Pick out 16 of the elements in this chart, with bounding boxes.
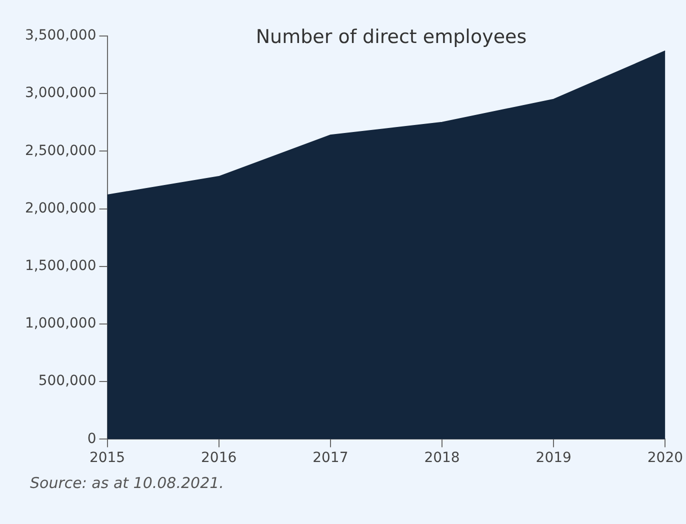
y-tick-label: 2,000,000 [24, 200, 96, 216]
x-tick-label: 2020 [647, 450, 684, 466]
x-tick-label: 2019 [536, 450, 572, 466]
chart-title: Number of direct employees [256, 26, 527, 48]
y-tick-label: 2,500,000 [24, 142, 96, 159]
y-tick-label: 3,000,000 [24, 85, 96, 102]
source-note: Source: as at 10.08.2021. [30, 474, 224, 492]
x-tick-label: 2018 [424, 450, 460, 466]
x-tick-label: 2016 [201, 450, 237, 466]
x-tick-label: 2017 [312, 450, 348, 466]
y-tick-label: 1,000,000 [24, 316, 96, 332]
x-tick-label: 2015 [89, 450, 126, 466]
y-tick-label: 3,500,000 [24, 28, 96, 44]
y-tick-label: 1,500,000 [24, 258, 96, 274]
y-tick-label: 500,000 [38, 373, 96, 390]
y-tick-label: 0 [87, 430, 96, 447]
